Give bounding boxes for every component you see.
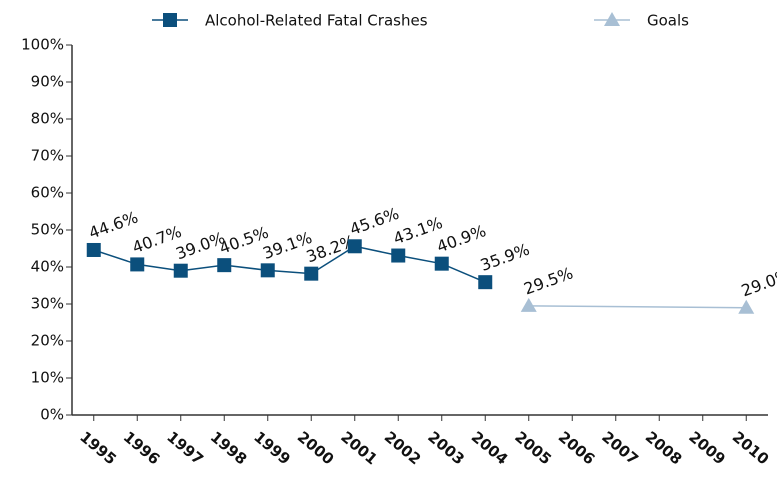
- marker: [86, 242, 101, 257]
- x-tick-label: 2001: [337, 428, 381, 469]
- data-label: 29.0%: [739, 265, 777, 300]
- x-tick-label: 2002: [381, 428, 425, 469]
- x-tick-label: 1998: [207, 428, 251, 469]
- x-tick-label: 2008: [642, 428, 686, 469]
- y-tick-label: 0%: [40, 406, 64, 424]
- x-tick-label: 1995: [76, 428, 120, 469]
- marker: [217, 258, 232, 273]
- marker: [520, 297, 537, 312]
- series-line: [93, 245, 486, 283]
- x-tick-label: 1996: [120, 428, 164, 469]
- legend-marker: [604, 12, 620, 26]
- series-line: [528, 305, 747, 309]
- marker: [304, 266, 319, 281]
- data-label: 29.5%: [521, 263, 575, 298]
- y-tick-label: 70%: [31, 147, 64, 165]
- x-tick-label: 2003: [424, 428, 468, 469]
- x-tick-label: 2006: [555, 428, 599, 469]
- y-tick-label: 40%: [31, 258, 64, 276]
- data-label: 35.9%: [478, 240, 532, 275]
- x-tick-label: 1999: [250, 428, 294, 469]
- marker: [347, 239, 362, 254]
- legend-label: Alcohol-Related Fatal Crashes: [205, 12, 428, 30]
- x-tick-label: 2009: [685, 428, 729, 469]
- marker: [434, 256, 449, 271]
- marker: [478, 275, 493, 290]
- marker: [738, 299, 755, 314]
- y-tick-label: 60%: [31, 184, 64, 202]
- x-tick-label: 2010: [729, 428, 773, 469]
- y-tick-label: 50%: [31, 221, 64, 239]
- x-tick-label: 2007: [598, 428, 642, 469]
- marker: [130, 257, 145, 272]
- marker: [173, 263, 188, 278]
- y-tick-label: 100%: [21, 36, 64, 54]
- x-tick-label: 2000: [294, 428, 338, 469]
- y-tick-label: 10%: [31, 369, 64, 387]
- legend-label: Goals: [647, 12, 689, 30]
- marker: [391, 248, 406, 263]
- legend-marker: [163, 13, 177, 27]
- x-tick-label: 2005: [511, 428, 555, 469]
- y-tick-label: 30%: [31, 295, 64, 313]
- x-tick-label: 2004: [468, 428, 512, 469]
- y-tick-label: 80%: [31, 110, 64, 128]
- y-tick-label: 90%: [31, 73, 64, 91]
- x-tick-label: 1997: [163, 428, 207, 469]
- marker: [260, 263, 275, 278]
- y-tick-label: 20%: [31, 332, 64, 350]
